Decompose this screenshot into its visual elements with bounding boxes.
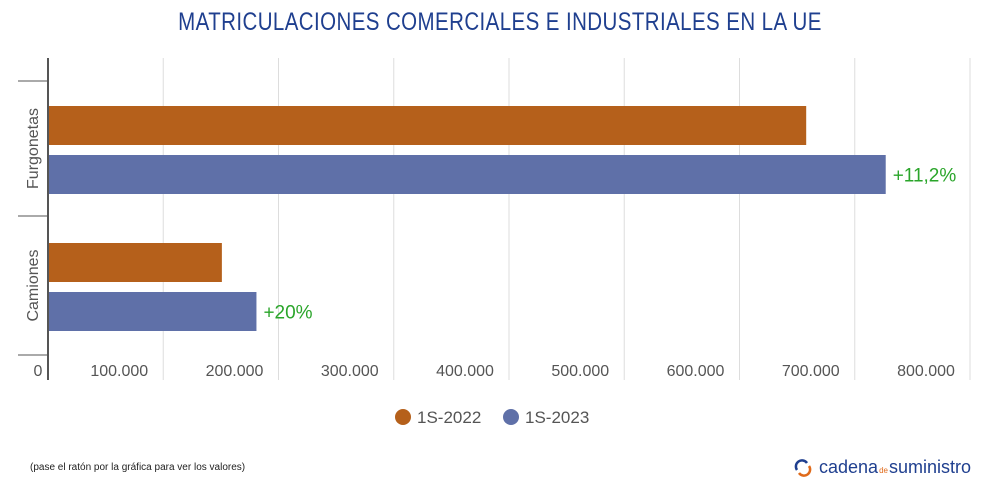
hover-note: (pase el ratón por la gráfica para ver l… (30, 462, 246, 473)
legend-label: 1S-2023 (525, 408, 589, 427)
logo: cadenadesuministro (793, 457, 971, 478)
logo-text-end: suministro (888, 457, 971, 477)
x-tick-label: 600.000 (667, 363, 725, 380)
change-annotation: +20% (263, 303, 312, 324)
x-tick-label: 500.000 (551, 363, 609, 380)
category-label: Furgonetas (25, 108, 42, 189)
refresh-arrows-icon (794, 458, 812, 477)
legend-marker (395, 409, 411, 425)
bar-1S-2023-Furgonetas (49, 155, 886, 194)
chart-title: MATRICULACIONES COMERCIALES E INDUSTRIAL… (178, 8, 822, 36)
legend-label: 1S-2022 (417, 408, 481, 427)
logo-text-de: de (879, 466, 888, 475)
x-tick-label: 100.000 (90, 363, 148, 380)
logo-text: cadena (819, 457, 879, 477)
category-label: Camiones (25, 249, 42, 321)
bar-1S-2022-Camiones (49, 243, 222, 282)
legend-marker (503, 409, 519, 425)
x-tick-label: 300.000 (321, 363, 379, 380)
x-tick-label: 700.000 (782, 363, 840, 380)
x-tick-label: 800.000 (897, 363, 955, 380)
x-tick-label: 0 (34, 363, 43, 380)
bar-1S-2022-Furgonetas (49, 106, 807, 145)
change-annotation: +11,2% (893, 166, 957, 187)
bar-chart[interactable]: 0 100.000 200.000 300.000 400.000 500.000 600.… (0, 0, 1000, 450)
x-tick-label: 400.000 (436, 363, 494, 380)
x-tick-label: 200.000 (206, 363, 264, 380)
bar-1S-2023-Camiones (49, 292, 257, 331)
